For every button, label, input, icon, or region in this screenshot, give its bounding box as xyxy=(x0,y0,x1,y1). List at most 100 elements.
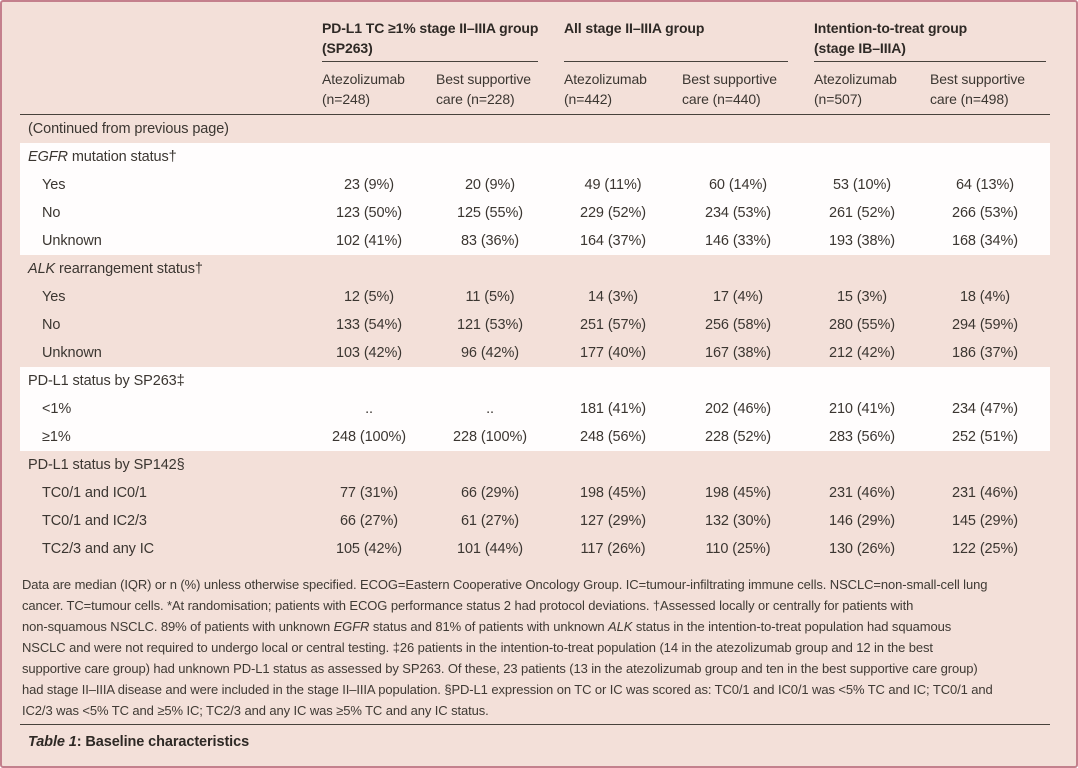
cell-value: 12 (5%) xyxy=(343,289,395,305)
cell-value: 14 (3%) xyxy=(587,289,639,305)
cell-value: 133 (54%) xyxy=(336,317,402,333)
cell-value: 101 (44%) xyxy=(457,541,523,557)
column-group-pdl1-sp263: PD-L1 TC ≥1% stage II–IIIA group (SP263) xyxy=(312,18,538,62)
cell-value: 61 (27%) xyxy=(460,513,520,529)
footnote-line: IC2/3 was <5% TC and ≥5% IC; TC2/3 and a… xyxy=(22,703,489,718)
cell-value: 53 (10%) xyxy=(832,177,892,193)
cell-value: 11 (5%) xyxy=(465,289,515,305)
cell-value: 96 (42%) xyxy=(460,345,520,361)
cell-value: 234 (53%) xyxy=(705,205,771,221)
column-group-title-line2 xyxy=(564,38,788,58)
section-header-row: PD-L1 status by SP142§ xyxy=(20,451,1050,479)
table-row: TC0/1 and IC2/3 66 (27%) 61 (27%) 127 (2… xyxy=(20,507,1050,535)
cell-value: 198 (45%) xyxy=(580,485,646,501)
section-header-row: EGFR mutation status† xyxy=(20,143,1050,171)
column-header-bsc-498: Best supportive care (n=498) xyxy=(930,71,1025,107)
column-group-all-stage: All stage II–IIIA group xyxy=(554,18,788,62)
cell-value: 77 (31%) xyxy=(339,485,399,501)
cell-value: 20 (9%) xyxy=(464,177,516,193)
row-label: TC0/1 and IC0/1 xyxy=(42,485,147,501)
column-header-bsc-440: Best supportive care (n=440) xyxy=(682,71,777,107)
cell-value: 234 (47%) xyxy=(952,401,1018,417)
cell-value: 294 (59%) xyxy=(952,317,1018,333)
column-group-title: PD-L1 TC ≥1% stage II–IIIA group xyxy=(322,20,539,36)
column-header-row: Atezolizumab (n=248) Best supportive car… xyxy=(20,62,1050,109)
column-header-atezolizumab-248: Atezolizumab (n=248) xyxy=(322,71,405,107)
cell-value: 66 (29%) xyxy=(460,485,520,501)
table-row: ≥1% 248 (100%) 228 (100%) 248 (56%) 228 … xyxy=(20,423,1050,451)
cell-value: 229 (52%) xyxy=(580,205,646,221)
cell-value: 110 (25%) xyxy=(705,541,771,557)
cell-value: 231 (46%) xyxy=(952,485,1018,501)
column-group-title: All stage II–IIIA group xyxy=(564,20,705,36)
header-empty-cell xyxy=(20,18,296,62)
cell-value: 168 (34%) xyxy=(952,233,1018,249)
cell-value: 261 (52%) xyxy=(829,205,895,221)
cell-value: 248 (100%) xyxy=(332,429,406,445)
table-row: TC2/3 and any IC 105 (42%) 101 (44%) 117… xyxy=(20,535,1050,563)
cell-value: .. xyxy=(486,401,494,417)
cell-value: 127 (29%) xyxy=(580,513,646,529)
cell-value: 256 (58%) xyxy=(705,317,771,333)
table-row: <1% .. .. 181 (41%) 202 (46%) 210 (41%) … xyxy=(20,395,1050,423)
caption-rule xyxy=(20,724,1050,725)
cell-value: 121 (53%) xyxy=(457,317,523,333)
cell-value: 18 (4%) xyxy=(959,289,1011,305)
table-caption: Table 1: Baseline characteristics xyxy=(28,734,250,750)
footnote-line: supportive care group) had unknown PD-L1… xyxy=(22,661,978,676)
cell-value: 164 (37%) xyxy=(580,233,646,249)
section-header-row: ALK rearrangement status† xyxy=(20,255,1050,283)
table-row: No 123 (50%) 125 (55%) 229 (52%) 234 (53… xyxy=(20,199,1050,227)
row-label: <1% xyxy=(42,401,72,417)
cell-value: 102 (41%) xyxy=(336,233,402,249)
section-label: PD-L1 status by SP142§ xyxy=(28,457,185,473)
cell-value: 60 (14%) xyxy=(708,177,768,193)
column-group-title-line2: (SP263) xyxy=(322,40,373,56)
cell-value: 49 (11%) xyxy=(584,177,642,193)
table-row: Yes 23 (9%) 20 (9%) 49 (11%) 60 (14%) 53… xyxy=(20,171,1050,199)
cell-value: 280 (55%) xyxy=(829,317,895,333)
section-pdl1-sp263: PD-L1 status by SP263‡ <1% .. .. 181 (41… xyxy=(20,367,1050,451)
cell-value: 193 (38%) xyxy=(829,233,895,249)
cell-value: 145 (29%) xyxy=(952,513,1018,529)
row-label: Unknown xyxy=(42,345,102,361)
table-row: Unknown 102 (41%) 83 (36%) 164 (37%) 146… xyxy=(20,227,1050,255)
column-header-atezolizumab-442: Atezolizumab (n=442) xyxy=(564,71,647,107)
section-header-row: PD-L1 status by SP263‡ xyxy=(20,367,1050,395)
cell-value: 123 (50%) xyxy=(336,205,402,221)
cell-value: 66 (27%) xyxy=(339,513,399,529)
continued-note: (Continued from previous page) xyxy=(28,121,229,137)
table-row: Yes 12 (5%) 11 (5%) 14 (3%) 17 (4%) 15 (… xyxy=(20,283,1050,311)
column-group-title: Intention-to-treat group xyxy=(814,20,968,36)
row-label: Unknown xyxy=(42,233,102,249)
section-label: PD-L1 status by SP263‡ xyxy=(28,373,185,389)
table-row: TC0/1 and IC0/1 77 (31%) 66 (29%) 198 (4… xyxy=(20,479,1050,507)
table-footnote: Data are median (IQR) or n (%) unless ot… xyxy=(2,563,1076,721)
cell-value: 266 (53%) xyxy=(952,205,1018,221)
cell-value: 228 (52%) xyxy=(705,429,771,445)
footnote-line: NSCLC and were not required to undergo l… xyxy=(22,640,933,655)
cell-value: 177 (40%) xyxy=(580,345,646,361)
column-header-atezolizumab-507: Atezolizumab (n=507) xyxy=(814,71,897,107)
footnote-line: Data are median (IQR) or n (%) unless ot… xyxy=(22,577,988,592)
cell-value: 228 (100%) xyxy=(453,429,527,445)
row-label: No xyxy=(42,205,61,221)
section-egfr-mutation: EGFR mutation status† Yes 23 (9%) 20 (9%… xyxy=(20,143,1050,255)
cell-value: 283 (56%) xyxy=(829,429,895,445)
section-pdl1-sp142: PD-L1 status by SP142§ TC0/1 and IC0/1 7… xyxy=(20,451,1050,563)
table-row: Unknown 103 (42%) 96 (42%) 177 (40%) 167… xyxy=(20,339,1050,367)
cell-value: .. xyxy=(365,401,373,417)
cell-value: 132 (30%) xyxy=(705,513,771,529)
cell-value: 202 (46%) xyxy=(705,401,771,417)
cell-value: 146 (29%) xyxy=(829,513,895,529)
section-label: EGFR mutation status† xyxy=(28,149,177,165)
table-row: No 133 (54%) 121 (53%) 251 (57%) 256 (58… xyxy=(20,311,1050,339)
section-alk-rearrangement: ALK rearrangement status† Yes 12 (5%) 11… xyxy=(20,255,1050,367)
footnote-line: had stage II–IIIA disease and were inclu… xyxy=(22,682,993,697)
cell-value: 252 (51%) xyxy=(952,429,1018,445)
column-group-itt: Intention-to-treat group (stage IB–IIIA) xyxy=(804,18,1046,62)
column-header-bsc-228: Best supportive care (n=228) xyxy=(436,71,531,107)
cell-value: 198 (45%) xyxy=(705,485,771,501)
section-label: ALK rearrangement status† xyxy=(28,261,203,277)
